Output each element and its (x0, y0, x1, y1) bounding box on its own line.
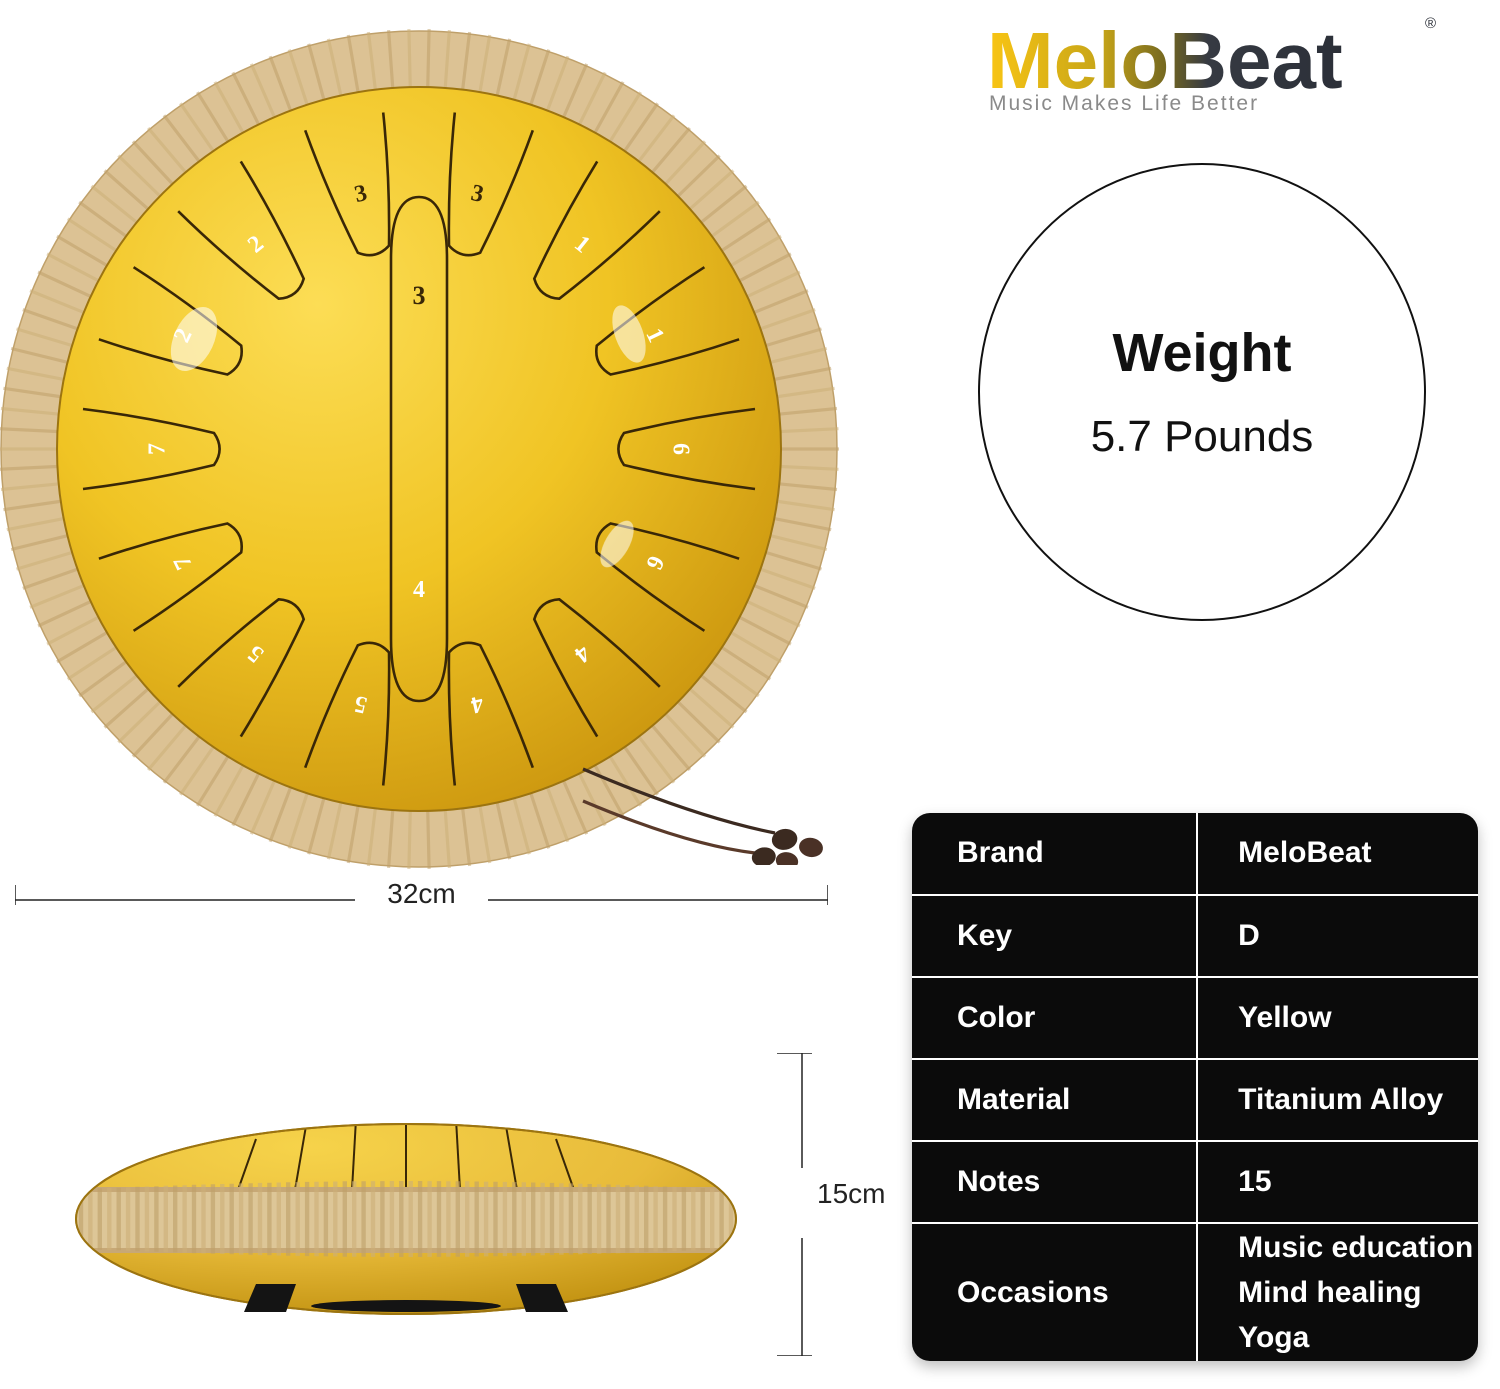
svg-text:4: 4 (413, 577, 425, 603)
svg-text:6: 6 (667, 443, 693, 455)
svg-text:®: ® (1425, 15, 1436, 32)
svg-text:3: 3 (413, 281, 426, 310)
svg-text:7: 7 (145, 443, 171, 455)
